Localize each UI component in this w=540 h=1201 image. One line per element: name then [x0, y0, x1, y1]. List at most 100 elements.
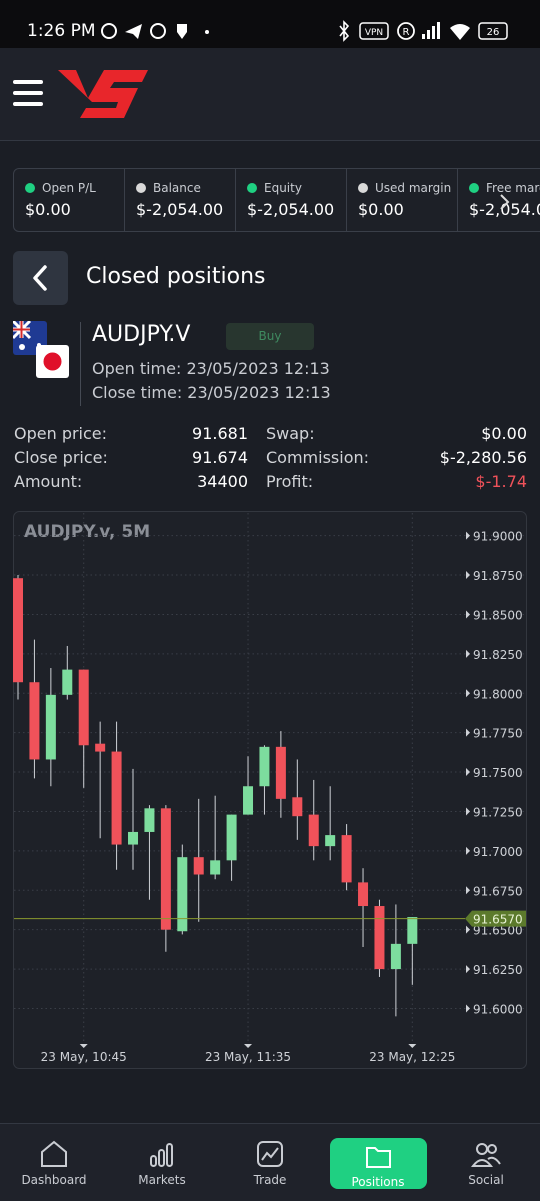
detail-label: Close price: — [14, 448, 108, 467]
candle-body — [78, 669, 89, 746]
menu-button[interactable] — [13, 80, 43, 106]
close-time: Close time: 23/05/2023 12:13 — [92, 383, 331, 402]
account-label-row: Open P/L — [25, 181, 124, 195]
candle-body — [193, 857, 204, 875]
detail-value: 34400 — [197, 472, 248, 491]
status-dot — [136, 183, 146, 193]
candle-body — [144, 808, 155, 832]
account-value: $0.00 — [25, 200, 71, 219]
candle-body — [275, 746, 286, 799]
detail-label: Swap: — [266, 424, 315, 443]
detail-value: $-1.74 — [475, 472, 527, 491]
candle-body — [62, 669, 73, 695]
candle-body — [325, 835, 336, 847]
detail-value: 91.681 — [192, 424, 248, 443]
status-dot — [247, 183, 257, 193]
divider — [80, 322, 81, 406]
candle-body — [358, 882, 369, 907]
side-badge: Buy — [226, 323, 314, 350]
candle-body — [407, 917, 418, 944]
account-item: Balance $-2,054.00 — [124, 168, 236, 232]
y-tick-label: 91.7750 — [473, 727, 523, 741]
nav-label: Dashboard — [21, 1173, 87, 1187]
account-item: Used margin $0.00 — [346, 168, 458, 232]
tick-arrow — [466, 807, 470, 816]
back-button[interactable] — [13, 251, 68, 305]
logo — [58, 70, 148, 118]
last-price-badge — [465, 910, 526, 927]
y-tick-label: 91.9000 — [473, 530, 523, 544]
account-label: Equity — [264, 181, 302, 195]
y-tick-label: 91.8000 — [473, 687, 523, 701]
nav-item[interactable]: Trade — [220, 1124, 320, 1201]
candle-body — [45, 694, 56, 760]
nav-item[interactable]: Dashboard — [4, 1124, 104, 1201]
account-label: Free margin — [486, 181, 540, 195]
vpn-label: VPN — [365, 28, 383, 38]
status-dot — [25, 183, 35, 193]
y-tick-label: 91.6250 — [473, 963, 523, 977]
candle-body — [341, 835, 352, 883]
tick-arrow — [466, 689, 470, 698]
nav-label: Trade — [253, 1173, 287, 1187]
candle-body — [177, 857, 188, 932]
y-tick-label: 91.7250 — [473, 805, 523, 819]
bottom-nav: Dashboard Markets Trade Positions Social — [0, 1123, 540, 1201]
last-price-label: 91.6570 — [473, 913, 523, 927]
y-tick-label: 91.6500 — [473, 924, 523, 938]
chart-title: AUDJPY.v, 5M — [24, 522, 150, 542]
tick-arrow — [466, 886, 470, 895]
account-label: Open P/L — [42, 181, 96, 195]
candle-body — [374, 906, 385, 970]
detail-label: Open price: — [14, 424, 108, 443]
detail-label: Commission: — [266, 448, 370, 467]
candle-body — [95, 743, 106, 752]
strip-next[interactable] — [498, 193, 512, 211]
nav-icon — [140, 1136, 184, 1172]
account-value: $-2,054.00 — [136, 200, 224, 219]
account-strip: Open P/L $0.00 Balance $-2,054.00 Equity $-2,… — [13, 168, 540, 234]
candle-body — [226, 814, 237, 861]
status-right-icons: VPN R 26 — [339, 20, 508, 42]
status-bar: 1:26 PM VPN R 26 — [0, 0, 540, 48]
detail-value: $0.00 — [481, 424, 527, 443]
tick-arrow — [466, 1004, 470, 1013]
candle-body — [13, 578, 23, 683]
account-value: $0.00 — [358, 200, 404, 219]
candle-body — [128, 831, 139, 845]
x-tick-marker — [408, 1044, 417, 1048]
nav-icon — [248, 1136, 292, 1172]
account-value: $-2,054.00 — [469, 200, 540, 219]
nav-label: Markets — [138, 1173, 186, 1187]
x-tick-label: 23 May, 10:45 — [41, 1050, 127, 1064]
nav-item[interactable]: Markets — [112, 1124, 212, 1201]
y-tick-label: 91.7500 — [473, 766, 523, 780]
nav-icon — [32, 1136, 76, 1172]
candle-body — [308, 814, 319, 847]
y-tick-label: 91.8250 — [473, 648, 523, 662]
detail-value: $-2,280.56 — [439, 448, 527, 467]
candle-body — [259, 746, 270, 787]
candle-body — [111, 751, 122, 845]
status-dot — [358, 183, 368, 193]
tick-arrow — [466, 571, 470, 580]
nav-item[interactable]: Positions — [328, 1124, 428, 1201]
account-item: Equity $-2,054.00 — [235, 168, 347, 232]
detail-label: Profit: — [266, 472, 314, 491]
nav-item[interactable]: Social — [436, 1124, 536, 1201]
account-value: $-2,054.00 — [247, 200, 335, 219]
tick-arrow — [466, 728, 470, 737]
nav-label: Social — [468, 1173, 504, 1187]
account-label-row: Balance — [136, 181, 235, 195]
tick-arrow — [466, 649, 470, 658]
candle-body — [390, 943, 401, 970]
nav-label: Positions — [351, 1175, 405, 1189]
tick-arrow — [466, 768, 470, 777]
y-tick-label: 91.8500 — [473, 608, 523, 622]
symbol: AUDJPY.V — [92, 322, 191, 347]
detail-value: 91.674 — [192, 448, 248, 467]
candle-body — [243, 786, 254, 815]
candle-body — [210, 860, 221, 875]
account-item: Open P/L $0.00 — [13, 168, 125, 232]
candle-body — [292, 797, 303, 817]
